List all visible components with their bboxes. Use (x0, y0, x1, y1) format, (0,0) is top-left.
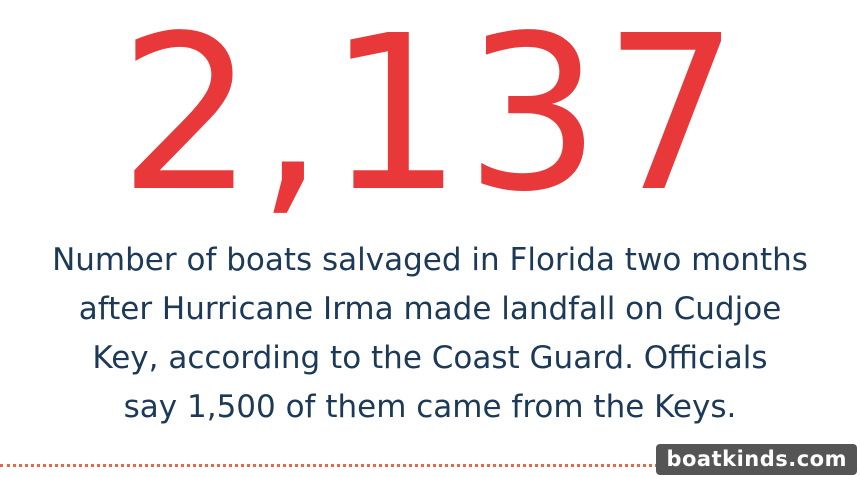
caption-line-3: Key, according to the Coast Guard. Offic… (92, 340, 768, 376)
caption-line-4: say 1,500 of them came from the Keys. (123, 389, 737, 425)
caption-line-1: Number of boats salvaged in Florida two … (52, 242, 808, 278)
watermark-badge: boatkinds.com (656, 444, 857, 475)
headline-number: 2,137 (118, 0, 742, 239)
caption-line-2: after Hurricane Irma made landfall on Cu… (78, 291, 782, 327)
caption: Number of boats salvaged in Florida two … (0, 236, 860, 432)
dotted-divider (0, 464, 676, 467)
